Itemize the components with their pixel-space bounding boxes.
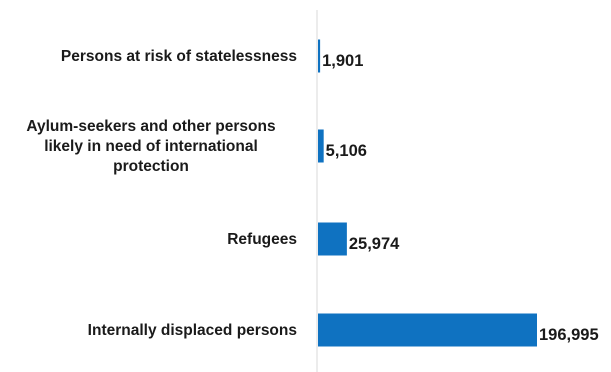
value-label: 5,106 <box>326 142 367 160</box>
category-label: Refugees <box>227 231 297 248</box>
category-label-line: Aylum-seekers and other persons <box>26 118 275 135</box>
value-label: 25,974 <box>349 235 400 253</box>
category-label-line: likely in need of international <box>44 138 258 155</box>
category-label: Aylum-seekers and other persons likely in… <box>26 118 275 175</box>
category-label: Persons at risk of statelessness <box>61 48 297 65</box>
bar-3 <box>318 222 347 256</box>
category-label-line: Refugees <box>227 231 297 248</box>
category-label-line: Internally displaced persons <box>88 322 297 339</box>
bar-2 <box>318 129 324 163</box>
value-label: 196,995 <box>539 326 599 344</box>
category-label-line: protection <box>113 158 189 175</box>
bar-4 <box>318 313 537 347</box>
bar-1 <box>318 39 321 73</box>
labels-layer: 1,901 Persons at risk of statelessness 5,1… <box>26 48 598 344</box>
bars-layer <box>318 39 537 347</box>
category-label: Internally displaced persons <box>88 322 297 339</box>
category-label-line: Persons at risk of statelessness <box>61 48 297 65</box>
value-label: 1,901 <box>322 52 363 70</box>
